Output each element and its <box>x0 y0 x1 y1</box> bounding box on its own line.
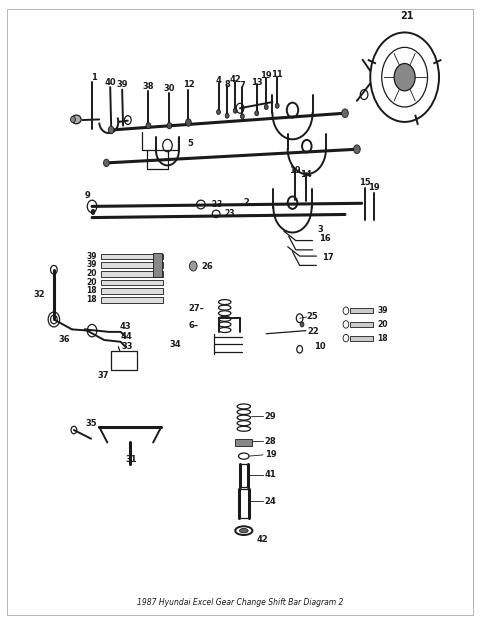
Text: 43: 43 <box>120 323 132 331</box>
Bar <box>101 288 163 294</box>
Circle shape <box>354 145 360 154</box>
Text: 4: 4 <box>216 76 221 85</box>
Circle shape <box>225 113 229 118</box>
Bar <box>101 280 163 285</box>
Text: 13: 13 <box>251 77 263 87</box>
Text: 39: 39 <box>116 79 128 89</box>
Text: 18: 18 <box>377 334 388 343</box>
Text: 15: 15 <box>359 178 371 187</box>
Text: 36: 36 <box>59 335 70 344</box>
Text: 25: 25 <box>307 313 319 321</box>
Circle shape <box>276 103 279 108</box>
Bar <box>101 297 163 303</box>
Bar <box>111 351 137 371</box>
Bar <box>350 336 372 341</box>
Bar <box>153 253 162 276</box>
Bar <box>101 253 163 259</box>
Text: 19: 19 <box>289 166 300 175</box>
Text: 8: 8 <box>224 80 230 89</box>
Text: 44: 44 <box>120 333 132 341</box>
Text: 31: 31 <box>125 456 137 464</box>
Circle shape <box>216 109 220 114</box>
Text: 16: 16 <box>319 234 331 243</box>
Text: 24: 24 <box>265 497 276 506</box>
Text: 40: 40 <box>104 77 116 87</box>
Circle shape <box>91 210 95 215</box>
Circle shape <box>394 64 415 91</box>
Circle shape <box>255 110 259 115</box>
Text: 20: 20 <box>86 269 97 278</box>
Text: 20: 20 <box>86 278 97 286</box>
Text: –23: –23 <box>209 200 223 209</box>
Text: 29: 29 <box>265 412 276 421</box>
Circle shape <box>104 159 109 167</box>
Circle shape <box>342 109 348 117</box>
Text: 35: 35 <box>85 419 97 428</box>
Text: 3: 3 <box>317 225 323 235</box>
Ellipse shape <box>240 529 248 533</box>
Text: 30: 30 <box>164 84 175 93</box>
Text: 9: 9 <box>84 191 90 200</box>
Text: 42: 42 <box>257 535 268 544</box>
Text: 1: 1 <box>91 72 97 82</box>
Circle shape <box>167 122 172 129</box>
Text: 22: 22 <box>308 328 320 336</box>
Text: 28: 28 <box>265 437 276 446</box>
Text: 19: 19 <box>261 71 272 80</box>
Text: 20: 20 <box>377 320 388 329</box>
Text: 39: 39 <box>86 260 97 270</box>
Text: 27–: 27– <box>189 304 204 313</box>
Text: 14: 14 <box>300 170 312 178</box>
Text: 37: 37 <box>97 371 109 380</box>
Ellipse shape <box>72 115 81 124</box>
Circle shape <box>190 261 197 271</box>
Text: 19: 19 <box>265 451 276 459</box>
Text: 7: 7 <box>240 80 245 90</box>
Text: 10: 10 <box>314 342 325 351</box>
Text: 12: 12 <box>182 80 194 89</box>
Text: 23: 23 <box>224 209 235 218</box>
Text: 26: 26 <box>202 261 214 271</box>
Text: 42: 42 <box>229 75 241 84</box>
Bar <box>101 262 163 268</box>
Circle shape <box>240 114 244 119</box>
Text: 2: 2 <box>243 198 249 207</box>
Text: 41: 41 <box>265 470 276 479</box>
Text: 34: 34 <box>170 340 181 349</box>
Text: 21: 21 <box>400 11 414 21</box>
Ellipse shape <box>71 116 75 122</box>
Text: 18: 18 <box>86 295 97 304</box>
Text: 32: 32 <box>34 290 45 299</box>
Circle shape <box>264 104 268 109</box>
Text: 38: 38 <box>143 82 154 91</box>
Text: 17: 17 <box>322 253 334 263</box>
Text: 5: 5 <box>187 139 193 147</box>
Circle shape <box>300 322 304 327</box>
Text: 19: 19 <box>368 183 379 192</box>
Bar <box>101 271 163 276</box>
Circle shape <box>108 126 114 134</box>
Text: 6–: 6– <box>189 321 199 330</box>
Bar <box>350 308 372 313</box>
Text: 18: 18 <box>86 286 97 295</box>
Text: 1987 Hyundai Excel Gear Change Shift Bar Diagram 2: 1987 Hyundai Excel Gear Change Shift Bar… <box>137 598 343 607</box>
Text: 39: 39 <box>377 306 388 315</box>
Bar <box>235 439 252 446</box>
Circle shape <box>186 119 192 126</box>
Text: 11: 11 <box>271 70 283 79</box>
Text: 33: 33 <box>121 343 133 351</box>
Text: 39: 39 <box>86 251 97 261</box>
Circle shape <box>146 122 151 129</box>
Bar <box>350 322 372 327</box>
Circle shape <box>233 108 237 113</box>
